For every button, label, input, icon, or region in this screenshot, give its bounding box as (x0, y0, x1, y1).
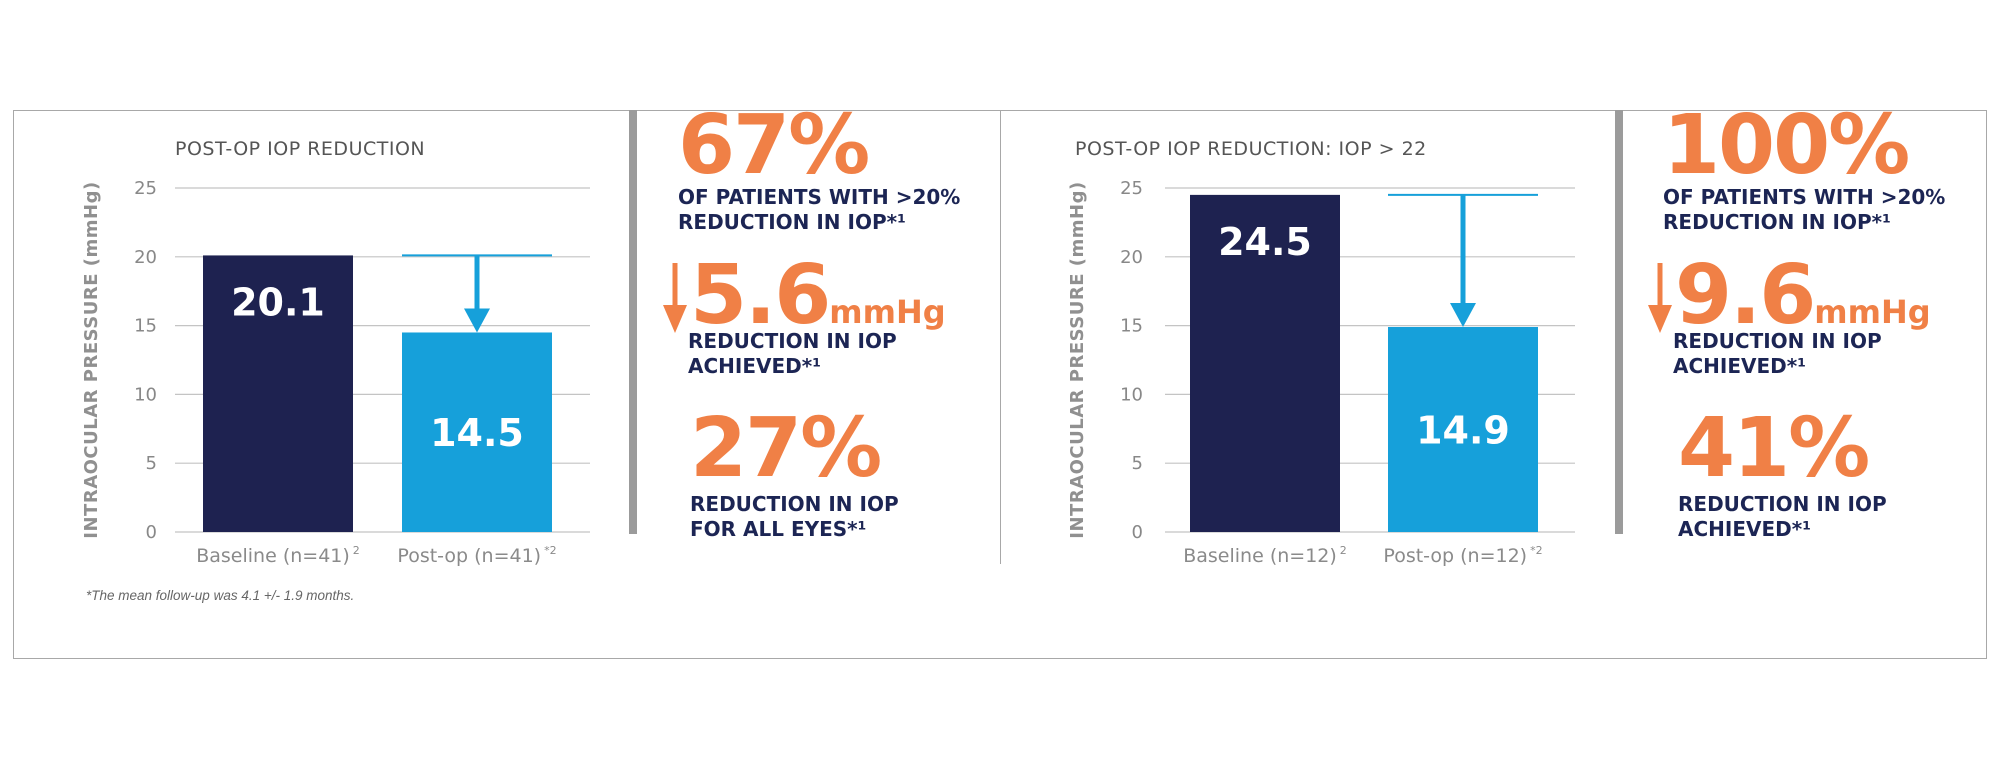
y-axis-label: INTRAOCULAR PRESSURE (mmHg) (81, 181, 102, 538)
bar-value-label: 24.5 (1218, 220, 1312, 264)
y-tick-label: 25 (134, 178, 157, 199)
y-tick-label: 10 (134, 384, 157, 405)
y-tick-label: 5 (1132, 453, 1143, 474)
stat-text: REDUCTION IN IOP FOR ALL EYES*¹ (690, 492, 899, 541)
reduction-arrow-head-icon (1450, 302, 1476, 327)
stat-value: 27% (690, 401, 882, 496)
stat-unit: mmHg (1814, 293, 1931, 331)
y-tick-label: 0 (146, 522, 157, 543)
reduction-arrow-head-icon (464, 308, 490, 333)
stat-text: OF PATIENTS WITH >20% REDUCTION IN IOP*¹ (678, 185, 961, 234)
category-label: Post-op (n=41) *2 (397, 544, 556, 567)
stat-text: REDUCTION IN IOP ACHIEVED*¹ (1678, 492, 1887, 541)
stat-value: 9.6 (1675, 248, 1816, 343)
bar-postop (1388, 326, 1538, 532)
bar-value-label: 14.9 (1416, 408, 1510, 452)
stat-unit: mmHg (829, 293, 946, 331)
footnote: *The mean follow-up was 4.1 +/- 1.9 mont… (86, 588, 355, 603)
stats-divider-left (629, 110, 637, 534)
chart-1: POST-OP IOP REDUCTION INTRAOCULAR PRESSUR… (81, 138, 590, 567)
y-tick-label: 20 (134, 247, 157, 268)
y-tick-label: 0 (1132, 522, 1143, 543)
bar-baseline (1190, 194, 1340, 532)
stat-text: REDUCTION IN IOP ACHIEVED*¹ (1673, 329, 1882, 378)
y-axis-label: INTRAOCULAR PRESSURE (mmHg) (1067, 181, 1088, 538)
bar-postop (402, 332, 552, 532)
chart-title: POST-OP IOP REDUCTION (175, 138, 425, 160)
y-tick-label: 10 (1120, 384, 1143, 405)
y-tick-label: 15 (1120, 316, 1143, 337)
y-tick-label: 15 (134, 316, 157, 337)
stats-divider-right (1615, 110, 1623, 534)
stat-value: 100% (1663, 98, 1910, 193)
stat-patients-reduction-left: 67% OF PATIENTS WITH >20% REDUCTION IN I… (678, 105, 960, 235)
bar-value-label: 14.5 (430, 411, 524, 455)
bar-value-label: 20.1 (231, 280, 325, 324)
down-arrow-icon (663, 263, 687, 333)
y-tick-label: 20 (1120, 247, 1143, 268)
stat-text: OF PATIENTS WITH >20% REDUCTION IN IOP*¹ (1663, 185, 1946, 234)
panel-divider (1000, 110, 1001, 564)
y-tick-label: 5 (146, 453, 157, 474)
stat-value: 5.6 (690, 248, 831, 343)
stat-mmhg-reduction-left: 5.6mmHg REDUCTION IN IOP ACHIEVED*¹ (660, 255, 946, 379)
stat-percent-reduction-right: 41% REDUCTION IN IOP ACHIEVED*¹ (1678, 408, 1887, 542)
chart-2: POST-OP IOP REDUCTION: IOP > 22 INTRAOCUL… (1067, 138, 1575, 567)
stat-patients-reduction-right: 100% OF PATIENTS WITH >20% REDUCTION IN … (1663, 105, 1945, 235)
stat-mmhg-reduction-right: 9.6mmHg REDUCTION IN IOP ACHIEVED*¹ (1645, 255, 1931, 379)
bar-baseline (203, 255, 353, 532)
stat-text: REDUCTION IN IOP ACHIEVED*¹ (688, 329, 897, 378)
stat-value: 67% (678, 98, 870, 193)
y-tick-label: 25 (1120, 178, 1143, 199)
chart-title: POST-OP IOP REDUCTION: IOP > 22 (1075, 138, 1427, 160)
stat-value: 41% (1678, 401, 1870, 496)
down-arrow-icon (1648, 263, 1672, 333)
category-label: Baseline (n=41) 2 (196, 544, 360, 567)
category-label: Baseline (n=12) 2 (1183, 544, 1347, 567)
stat-percent-reduction-left: 27% REDUCTION IN IOP FOR ALL EYES*¹ (690, 408, 899, 542)
category-label: Post-op (n=12) *2 (1383, 544, 1542, 567)
